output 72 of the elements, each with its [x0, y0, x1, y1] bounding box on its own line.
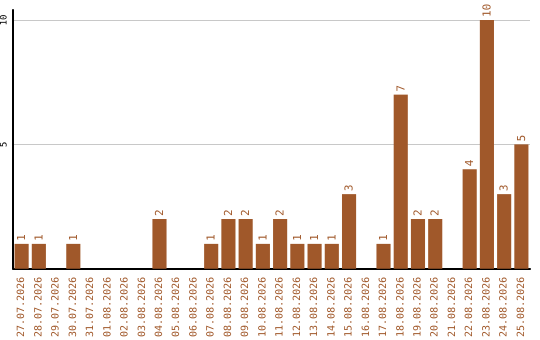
bar	[462, 169, 477, 269]
bar	[428, 219, 442, 269]
data-label: 1	[290, 234, 304, 241]
bar	[238, 219, 253, 269]
x-tick-label: 05.08.2026	[171, 276, 182, 338]
x-tick-label: 28.07.2026	[33, 276, 44, 338]
x-tick-label: 09.08.2026	[240, 276, 252, 338]
data-label: 2	[239, 209, 252, 216]
x-tick-label: 27.07.2026	[16, 276, 28, 338]
data-label: 2	[428, 209, 442, 216]
data-label: 5	[514, 134, 528, 142]
x-tick-label: 11.08.2026	[274, 276, 286, 338]
bar	[497, 194, 512, 269]
data-label: 7	[394, 84, 408, 92]
x-tick-label: 13.08.2026	[309, 276, 320, 338]
data-label: 10	[480, 4, 494, 17]
bar	[324, 244, 339, 269]
data-label: 2	[152, 209, 166, 216]
data-label: 2	[411, 209, 424, 216]
data-label: 2	[274, 209, 287, 216]
x-tick-label: 01.08.2026	[102, 276, 114, 338]
data-label: 1	[15, 234, 28, 241]
x-tick-label: 12.08.2026	[292, 276, 303, 338]
x-tick-label: 25.08.2026	[516, 276, 527, 338]
x-tick-label: 23.08.2026	[481, 276, 492, 338]
x-tick-label: 06.08.2026	[188, 276, 200, 338]
data-label: 1	[325, 234, 338, 241]
bar	[152, 219, 167, 269]
x-tick-label: 16.08.2026	[360, 276, 372, 338]
x-tick-label: 10.08.2026	[257, 276, 268, 338]
bar	[204, 244, 218, 269]
data-label: 1	[204, 234, 218, 241]
x-tick-label: 18.08.2026	[395, 276, 406, 338]
bar	[14, 244, 29, 269]
bar	[376, 244, 391, 269]
bar	[480, 20, 494, 269]
data-label: 1	[377, 234, 390, 241]
bar	[32, 244, 46, 269]
x-tick-label: 20.08.2026	[430, 276, 441, 338]
bar	[290, 244, 304, 269]
x-tick-label: 31.07.2026	[85, 276, 96, 338]
bar	[308, 244, 322, 269]
data-label: 4	[463, 159, 476, 166]
data-label: 1	[32, 234, 46, 241]
x-tick-label: 08.08.2026	[222, 276, 234, 338]
data-label: 1	[256, 234, 270, 241]
x-tick-label: 07.08.2026	[206, 276, 217, 338]
x-tick-label: 02.08.2026	[120, 276, 131, 338]
x-tick-label: 29.07.2026	[50, 276, 62, 338]
data-label: 1	[308, 234, 322, 241]
bar	[342, 194, 356, 269]
bar	[221, 219, 236, 269]
data-label: 3	[498, 184, 511, 192]
bar	[273, 219, 288, 269]
x-tick-label: 21.08.2026	[446, 276, 458, 338]
bar	[394, 94, 408, 269]
x-tick-label: 24.08.2026	[498, 276, 510, 338]
data-label: 3	[342, 184, 356, 192]
data-label: 2	[222, 209, 235, 216]
x-tick-label: 14.08.2026	[326, 276, 338, 338]
bar	[256, 244, 270, 269]
x-tick-label: 17.08.2026	[378, 276, 390, 338]
x-tick-label: 04.08.2026	[154, 276, 165, 338]
bar	[410, 219, 426, 269]
x-tick-label: 19.08.2026	[412, 276, 424, 338]
x-tick-label: 15.08.2026	[344, 276, 355, 338]
x-tick-label: 22.08.2026	[464, 276, 476, 338]
x-tick-label: 03.08.2026	[136, 276, 148, 338]
bar	[514, 144, 528, 269]
data-label: 1	[66, 234, 80, 241]
bar	[66, 244, 80, 269]
x-tick-label: 30.07.2026	[68, 276, 79, 338]
